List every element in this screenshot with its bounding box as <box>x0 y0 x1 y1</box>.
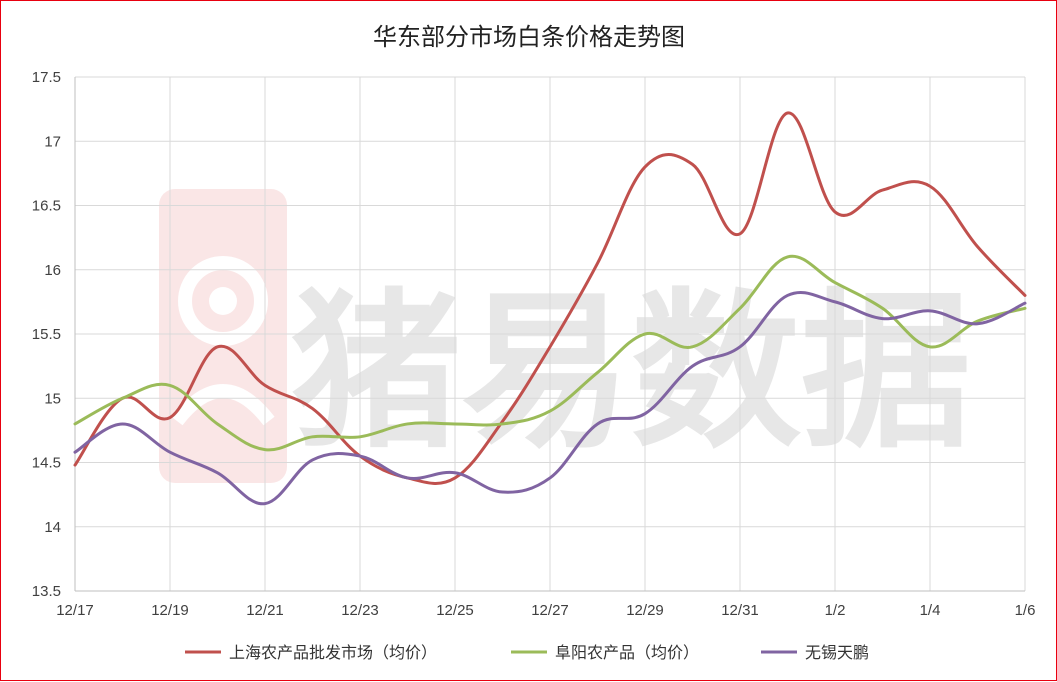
watermark: 猪易数据 <box>159 189 971 483</box>
x-tick-label: 12/21 <box>246 602 284 619</box>
y-tick-label: 15.5 <box>32 326 61 343</box>
x-tick-label: 12/31 <box>721 602 759 619</box>
x-tick-label: 12/25 <box>436 602 474 619</box>
y-tick-label: 16 <box>44 262 61 279</box>
y-tick-label: 14.5 <box>32 455 61 472</box>
watermark-logo-icon <box>159 189 287 483</box>
y-tick-label: 14 <box>44 519 61 536</box>
series-line-3 <box>73 290 1027 506</box>
x-tick-label: 12/29 <box>626 602 664 619</box>
x-tick-label: 12/19 <box>151 602 189 619</box>
y-tick-label: 16.5 <box>32 198 61 215</box>
watermark-text: 猪易数据 <box>291 274 971 472</box>
legend-label-1: 上海农产品批发市场（均价） <box>229 643 437 662</box>
legend-label-3: 无锡天鹏 <box>805 643 869 662</box>
x-tick-label: 12/23 <box>341 602 379 619</box>
x-tick-label: 12/27 <box>531 602 569 619</box>
legend: 上海农产品批发市场（均价） 阜阳农产品（均价） 无锡天鹏 <box>185 643 869 662</box>
x-tick-label: 1/6 <box>1015 602 1036 619</box>
series-lines <box>73 111 1027 506</box>
y-tick-label: 17 <box>44 133 61 150</box>
series-line-1 <box>73 111 1027 485</box>
chart-title: 华东部分市场白条价格走势图 <box>373 23 685 51</box>
x-tick-label: 1/4 <box>920 602 941 619</box>
y-tick-label: 15 <box>44 390 61 407</box>
axes: 12/17 12/19 12/21 12/23 12/25 12/27 12/29 12/31… <box>32 69 1036 619</box>
series-line-2 <box>73 254 1027 452</box>
x-tick-label: 12/17 <box>56 602 94 619</box>
y-tick-label: 17.5 <box>32 69 61 86</box>
x-tick-label: 1/2 <box>825 602 846 619</box>
gridlines <box>74 76 1026 592</box>
legend-label-2: 阜阳农产品（均价） <box>555 643 699 662</box>
y-tick-label: 13.5 <box>32 583 61 600</box>
